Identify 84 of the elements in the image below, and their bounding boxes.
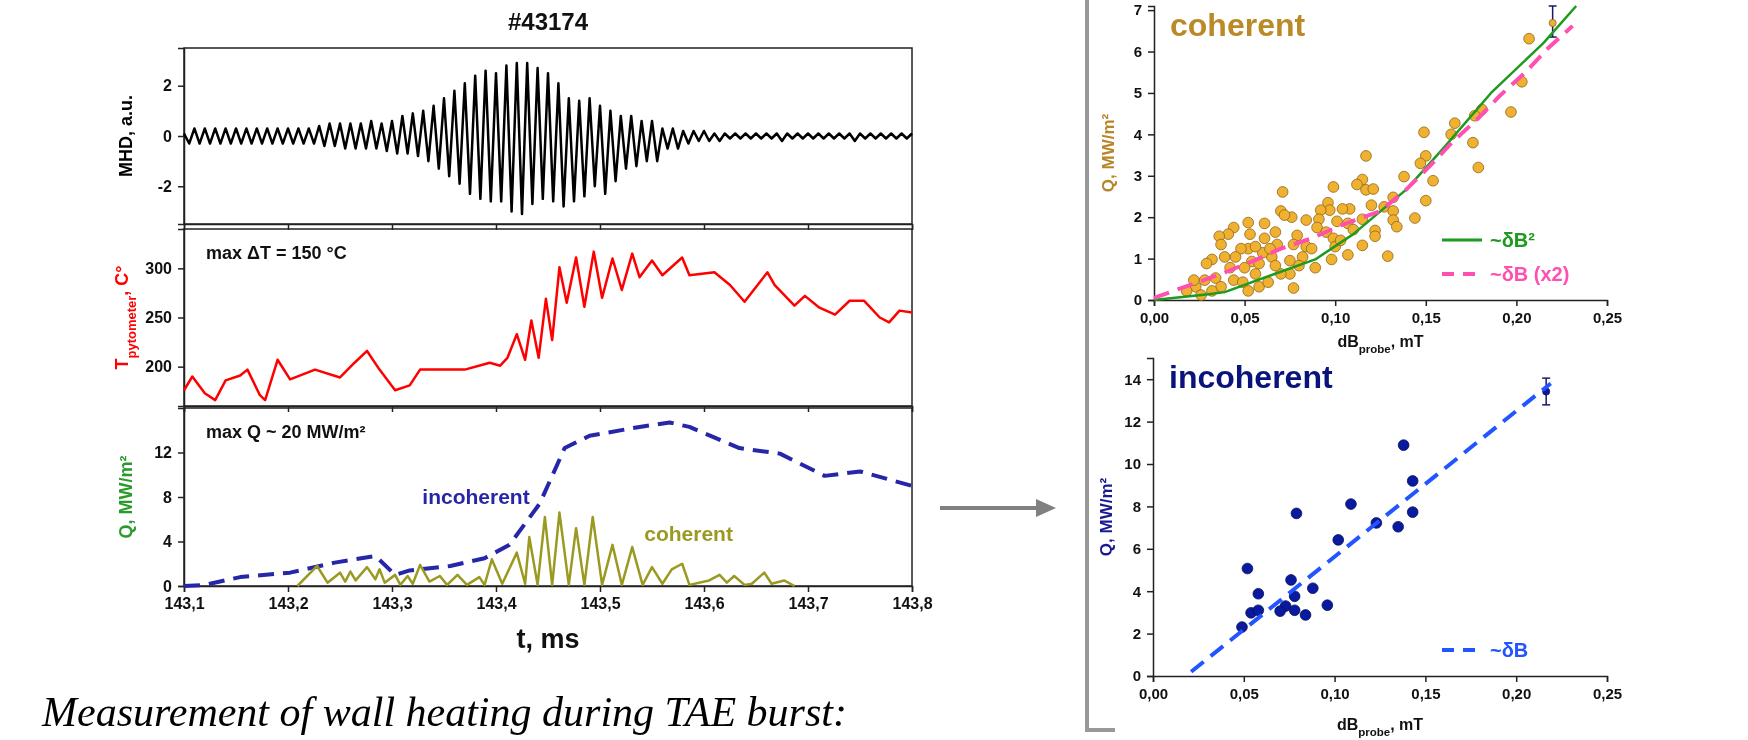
point [1290, 507, 1303, 520]
x-tick-label: 0,15 [1411, 684, 1441, 702]
point [1332, 534, 1344, 546]
y-tick-label: 8 [163, 488, 173, 506]
y-tick-label: 3 [1133, 167, 1142, 185]
y-axis-title: MHD, a.u. [116, 94, 136, 178]
x-axis-title: t, ms [516, 624, 580, 654]
point [1406, 475, 1419, 487]
point [1241, 562, 1254, 575]
text: Measurement of wall heating during TAE burst: [41, 689, 847, 735]
point [1392, 521, 1404, 533]
y-tick-label: 12 [1124, 412, 1141, 430]
point [1307, 582, 1319, 594]
y-tick-label: 12 [154, 444, 173, 462]
x-tick-label: 143,4 [476, 595, 517, 613]
point [1397, 439, 1410, 451]
y-tick-label: 10 [1124, 455, 1141, 473]
x-tick-label: 0,25 [1592, 308, 1623, 326]
point [1345, 498, 1357, 510]
y-tick-label: 6 [1133, 42, 1142, 60]
y-tick-label: 14 [1124, 370, 1142, 388]
point [1252, 604, 1265, 617]
y-tick-label: 5 [1133, 84, 1142, 102]
point [1288, 590, 1301, 603]
x-tick-label: 143,7 [788, 595, 829, 613]
y-tick-label: 2 [1132, 624, 1141, 642]
point [1299, 609, 1312, 621]
y-axis-title: Q, MW/m² [1097, 477, 1116, 557]
point [1274, 605, 1286, 617]
legend-label: ~δB [1490, 639, 1529, 661]
y-tick-label: 0 [163, 577, 173, 595]
point [1288, 604, 1301, 617]
x-tick-label: 143,3 [372, 595, 413, 613]
legend-label: ~δB (x2) [1490, 263, 1570, 285]
x-tick-label: 0,20 [1502, 308, 1532, 326]
y-tick-label: 8 [1132, 497, 1141, 515]
line-series [296, 511, 796, 588]
x-tick-label: 0,15 [1411, 308, 1441, 326]
x-tick-label: 0,10 [1321, 308, 1351, 326]
x-tick-label: 0,25 [1592, 684, 1623, 702]
y-tick-label: -2 [157, 177, 173, 195]
y-axis-title: Q, MW/m² [116, 455, 136, 539]
y-tick-label: 0 [1132, 667, 1141, 685]
chart-title: incoherent [1169, 359, 1333, 395]
line-series [182, 420, 914, 588]
y-tick-label: 1 [1133, 249, 1142, 267]
x-tick-label: 143,1 [164, 595, 205, 613]
y-tick-label: 6 [1132, 540, 1141, 558]
y-axis-title: Q, MW/m² [1099, 113, 1118, 193]
y-tick-label: 4 [163, 533, 173, 551]
y-tick-label: 200 [145, 358, 173, 376]
y-tick-label: 0 [1133, 291, 1142, 309]
x-tick-label: 143,8 [892, 595, 933, 613]
legend-label: ~δB² [1490, 229, 1536, 251]
x-tick-label: 0,05 [1229, 684, 1259, 702]
y-tick-label: 0 [163, 127, 173, 145]
y-tick-label: 4 [1132, 582, 1142, 600]
y-tick-label: 7 [1133, 1, 1142, 19]
x-tick-label: 143,5 [580, 595, 621, 613]
annotation: max ΔT = 150 °C [206, 243, 347, 263]
y-tick-label: 2 [163, 77, 173, 95]
x-tick-label: 0,20 [1502, 684, 1532, 702]
point [1285, 574, 1297, 586]
x-tick-label: 0,10 [1320, 684, 1350, 702]
x-tick-label: 0,00 [1138, 684, 1169, 702]
x-tick-label: 143,2 [268, 595, 309, 613]
series-label: incoherent [422, 484, 530, 508]
line-series [182, 61, 914, 216]
point [1406, 506, 1419, 518]
series-label: coherent [644, 522, 733, 546]
x-tick-label: 143,6 [684, 595, 725, 613]
x-tick-label: 0,00 [1139, 308, 1170, 326]
chart-title: coherent [1170, 7, 1306, 43]
point [1252, 588, 1265, 600]
x-axis-title: dB$_{probe}$, mT [1336, 716, 1424, 738]
y-tick-label: 4 [1133, 125, 1143, 143]
y-tick-label: 2 [1133, 208, 1142, 226]
chart-title: #43174 [507, 8, 589, 35]
point [1321, 599, 1334, 611]
y-tick-label: 300 [145, 259, 173, 277]
x-axis-title: dB$_{probe}$, mT [1337, 333, 1424, 355]
annotation: max Q ~ 20 MW/m² [206, 422, 366, 442]
y-tick-label: 250 [145, 309, 173, 327]
x-tick-label: 0,05 [1230, 308, 1260, 326]
